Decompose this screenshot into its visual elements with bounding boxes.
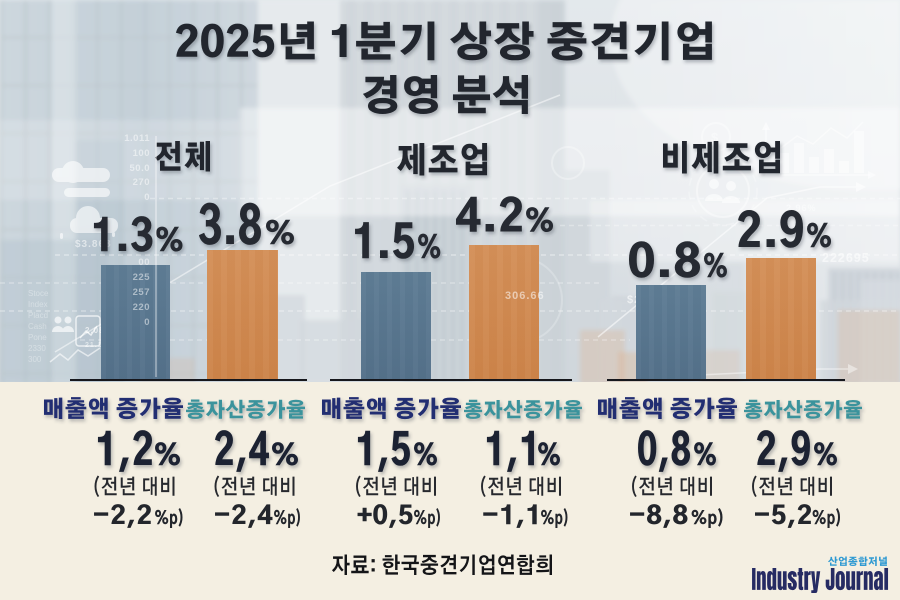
svg-text:257: 257: [133, 287, 150, 298]
svg-text:00: 00: [138, 257, 150, 268]
svg-text:2.08%: 2.08%: [85, 326, 113, 335]
svg-text:1.011: 1.011: [124, 133, 150, 144]
svg-text:306.66: 306.66: [505, 290, 545, 302]
svg-text:$: $: [711, 130, 719, 145]
svg-text:2330: 2330: [28, 344, 46, 353]
svg-text:50.0: 50.0: [130, 163, 151, 174]
svg-text:Pone: Pone: [28, 333, 47, 342]
svg-text:225: 225: [133, 272, 151, 283]
svg-text:100: 100: [133, 148, 150, 159]
svg-text:Cash: Cash: [28, 322, 47, 331]
svg-text:270: 270: [133, 177, 150, 188]
svg-text:222695: 222695: [822, 251, 870, 265]
svg-text:300: 300: [28, 355, 42, 364]
svg-text:Stoce: Stoce: [28, 289, 49, 298]
svg-text:2.96%: 2.96%: [786, 203, 817, 213]
svg-text:$3.868: $3.868: [75, 239, 112, 250]
svg-text:0: 0: [144, 192, 150, 203]
svg-text:Index: Index: [28, 300, 48, 309]
svg-text:0: 0: [144, 317, 150, 328]
svg-text:220: 220: [133, 302, 150, 313]
svg-text:Placd: Placd: [28, 311, 48, 320]
